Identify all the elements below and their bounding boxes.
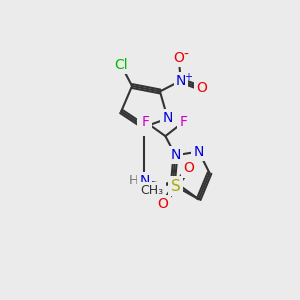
Text: N: N — [139, 174, 150, 188]
Text: S: S — [171, 178, 180, 194]
Text: O: O — [183, 161, 194, 176]
Text: F: F — [179, 115, 187, 129]
Text: O: O — [158, 197, 169, 211]
Text: N: N — [170, 148, 181, 162]
Text: N: N — [194, 145, 204, 158]
Text: CH₃: CH₃ — [141, 184, 164, 196]
Text: -: - — [184, 47, 189, 61]
Text: O: O — [173, 51, 184, 64]
Text: N: N — [139, 120, 150, 134]
Text: +: + — [184, 72, 192, 82]
Text: O: O — [196, 81, 207, 95]
Text: Cl: Cl — [114, 58, 128, 72]
Text: N: N — [163, 111, 173, 125]
Text: N: N — [176, 74, 186, 88]
Text: F: F — [142, 115, 150, 129]
Text: H: H — [129, 174, 139, 187]
